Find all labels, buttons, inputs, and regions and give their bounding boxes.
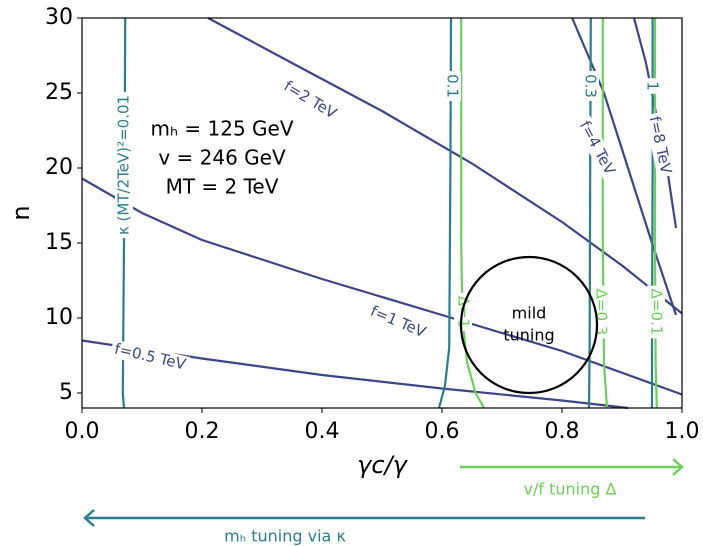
contour-line xyxy=(571,17,678,316)
contour-label-group: 0.3 xyxy=(581,71,600,101)
contour-line xyxy=(207,17,683,315)
contour-line xyxy=(601,18,609,409)
arrow-label: v/f tuning Δ xyxy=(524,480,617,499)
contour-label-bg xyxy=(443,71,461,101)
annotation: MT = 2 TeV xyxy=(166,175,279,199)
y-tick-label: 25 xyxy=(45,80,73,105)
x-tick-label: 0.2 xyxy=(185,419,220,444)
contour-line xyxy=(653,18,658,409)
x-tick-label: 1.0 xyxy=(665,419,700,444)
contour-label-bg xyxy=(647,285,665,339)
plot-frame xyxy=(81,17,683,409)
contour-label-bg xyxy=(573,115,621,181)
contour-label-bg xyxy=(643,78,661,94)
contour-label-group: f=1 TeV xyxy=(364,301,432,343)
contour-label: 0.1 xyxy=(444,74,462,98)
circle-label: tuning xyxy=(503,326,554,345)
annotation: mₕ = 125 GeV xyxy=(150,117,293,141)
contour-line xyxy=(460,18,485,409)
y-tick-label: 5 xyxy=(59,380,73,405)
x-tick-label: 0.0 xyxy=(65,419,100,444)
contour-label: Δ=1 xyxy=(455,296,473,328)
contour-label: 1 xyxy=(644,81,662,91)
contour-label-bg xyxy=(581,71,599,101)
y-tick-label: 20 xyxy=(45,155,73,180)
contour-label: f=4 TeV xyxy=(576,118,620,179)
contour-label-bg xyxy=(644,111,676,179)
circle-label: mild xyxy=(512,304,547,323)
contour-label-bg xyxy=(364,301,432,343)
arrow-head xyxy=(672,458,684,476)
mild-tuning-circle xyxy=(459,255,599,395)
y-axis-label: n xyxy=(7,205,35,220)
contour-label-group: 1 xyxy=(643,78,662,94)
y-tick-label: 30 xyxy=(45,5,73,30)
contour-label-bg xyxy=(109,339,191,375)
contour-label: 0.3 xyxy=(582,74,600,98)
contour-line xyxy=(81,177,683,396)
contour-label-group: Δ=0.1 xyxy=(647,285,666,339)
contour-label-group: f=8 TeV xyxy=(644,111,676,179)
y-tick-label: 10 xyxy=(45,305,73,330)
arrow-label: mₕ tuning via κ xyxy=(224,527,346,546)
x-axis-label: γc/γ xyxy=(357,451,408,479)
y-tick-label: 15 xyxy=(45,230,73,255)
contour-label-bg xyxy=(277,75,343,125)
contour-label: Δ=0.1 xyxy=(648,289,666,336)
contour-label: f=8 TeV xyxy=(646,115,676,176)
contour-label-group: f=0.5 TeV xyxy=(109,339,191,375)
contour-label-bg xyxy=(115,91,133,239)
x-tick-label: 0.6 xyxy=(425,419,460,444)
contour-line xyxy=(650,18,654,408)
annotation: v = 246 GeV xyxy=(158,146,286,170)
contour-label-group: κ (MT/2TeV)²=0.01 xyxy=(115,91,133,239)
contour-label: κ (MT/2TeV)²=0.01 xyxy=(115,95,133,235)
contour-label-group: 0.1 xyxy=(443,71,462,101)
x-tick-label: 0.8 xyxy=(545,419,580,444)
x-tick-label: 0.4 xyxy=(305,419,340,444)
contour-line xyxy=(437,17,453,409)
arrow-head xyxy=(83,509,95,527)
